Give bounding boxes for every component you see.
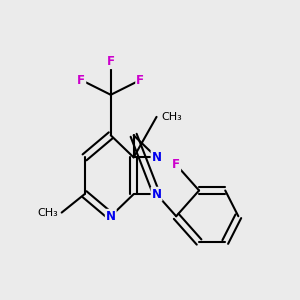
Text: F: F xyxy=(77,74,85,87)
Text: N: N xyxy=(152,151,161,164)
Text: CH₃: CH₃ xyxy=(161,112,182,122)
Text: F: F xyxy=(136,74,144,87)
Text: F: F xyxy=(107,55,115,68)
Text: N: N xyxy=(106,210,116,223)
Text: CH₃: CH₃ xyxy=(38,208,58,218)
Text: N: N xyxy=(152,188,161,201)
Text: F: F xyxy=(172,158,180,171)
